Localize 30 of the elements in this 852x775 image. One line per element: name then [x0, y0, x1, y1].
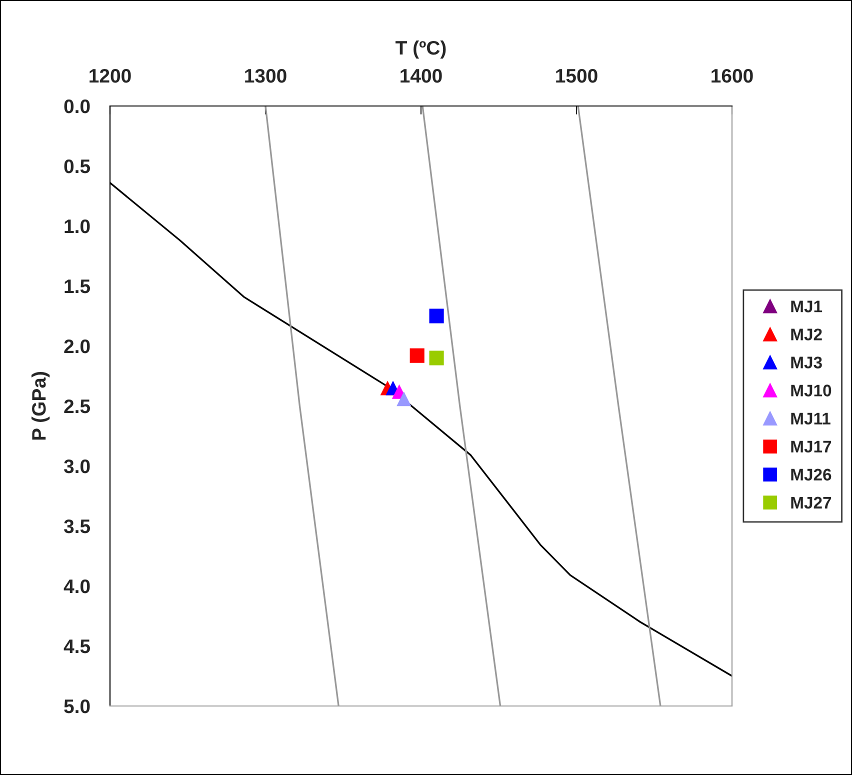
y-tick-label: 4.0: [64, 579, 90, 594]
point: [396, 392, 412, 406]
legend-label: MJ17: [791, 440, 832, 453]
legend-label: MJ26: [791, 468, 832, 481]
legend-label: MJ3: [791, 356, 822, 368]
y-axis-title: P (GPa): [32, 372, 50, 440]
legend-label: MJ27: [791, 496, 832, 509]
y-tick-label: 0.0: [64, 99, 90, 114]
legend-label: MJ11: [791, 412, 830, 424]
x-tick-label: 1600: [712, 68, 753, 83]
y-tick-label: 3.5: [64, 519, 90, 534]
y-tick-label: 1.5: [64, 280, 90, 294]
y-tick-label: 5.0: [64, 699, 90, 714]
point: [429, 350, 444, 366]
y-tick-label: 1.0: [64, 219, 90, 234]
y-tick-label: 4.5: [64, 640, 90, 654]
legend-label: MJ1: [791, 300, 822, 312]
legend-label: MJ2: [791, 328, 822, 340]
y-tick-label: 3.0: [64, 459, 90, 474]
x-tick-label: 1400: [400, 68, 442, 83]
x-tick-label: 1300: [245, 68, 286, 83]
point: [429, 308, 444, 324]
y-tick-label: 2.5: [64, 399, 90, 414]
x-tick-label: 1500: [556, 68, 598, 83]
x-tick-label: 1200: [90, 68, 131, 83]
point: [410, 348, 424, 363]
y-tick-label: 0.5: [64, 159, 90, 174]
y-tick-label: 2.0: [64, 339, 90, 354]
x-axis-title: T (ºC): [396, 40, 446, 59]
legend-label: MJ10: [791, 384, 832, 396]
